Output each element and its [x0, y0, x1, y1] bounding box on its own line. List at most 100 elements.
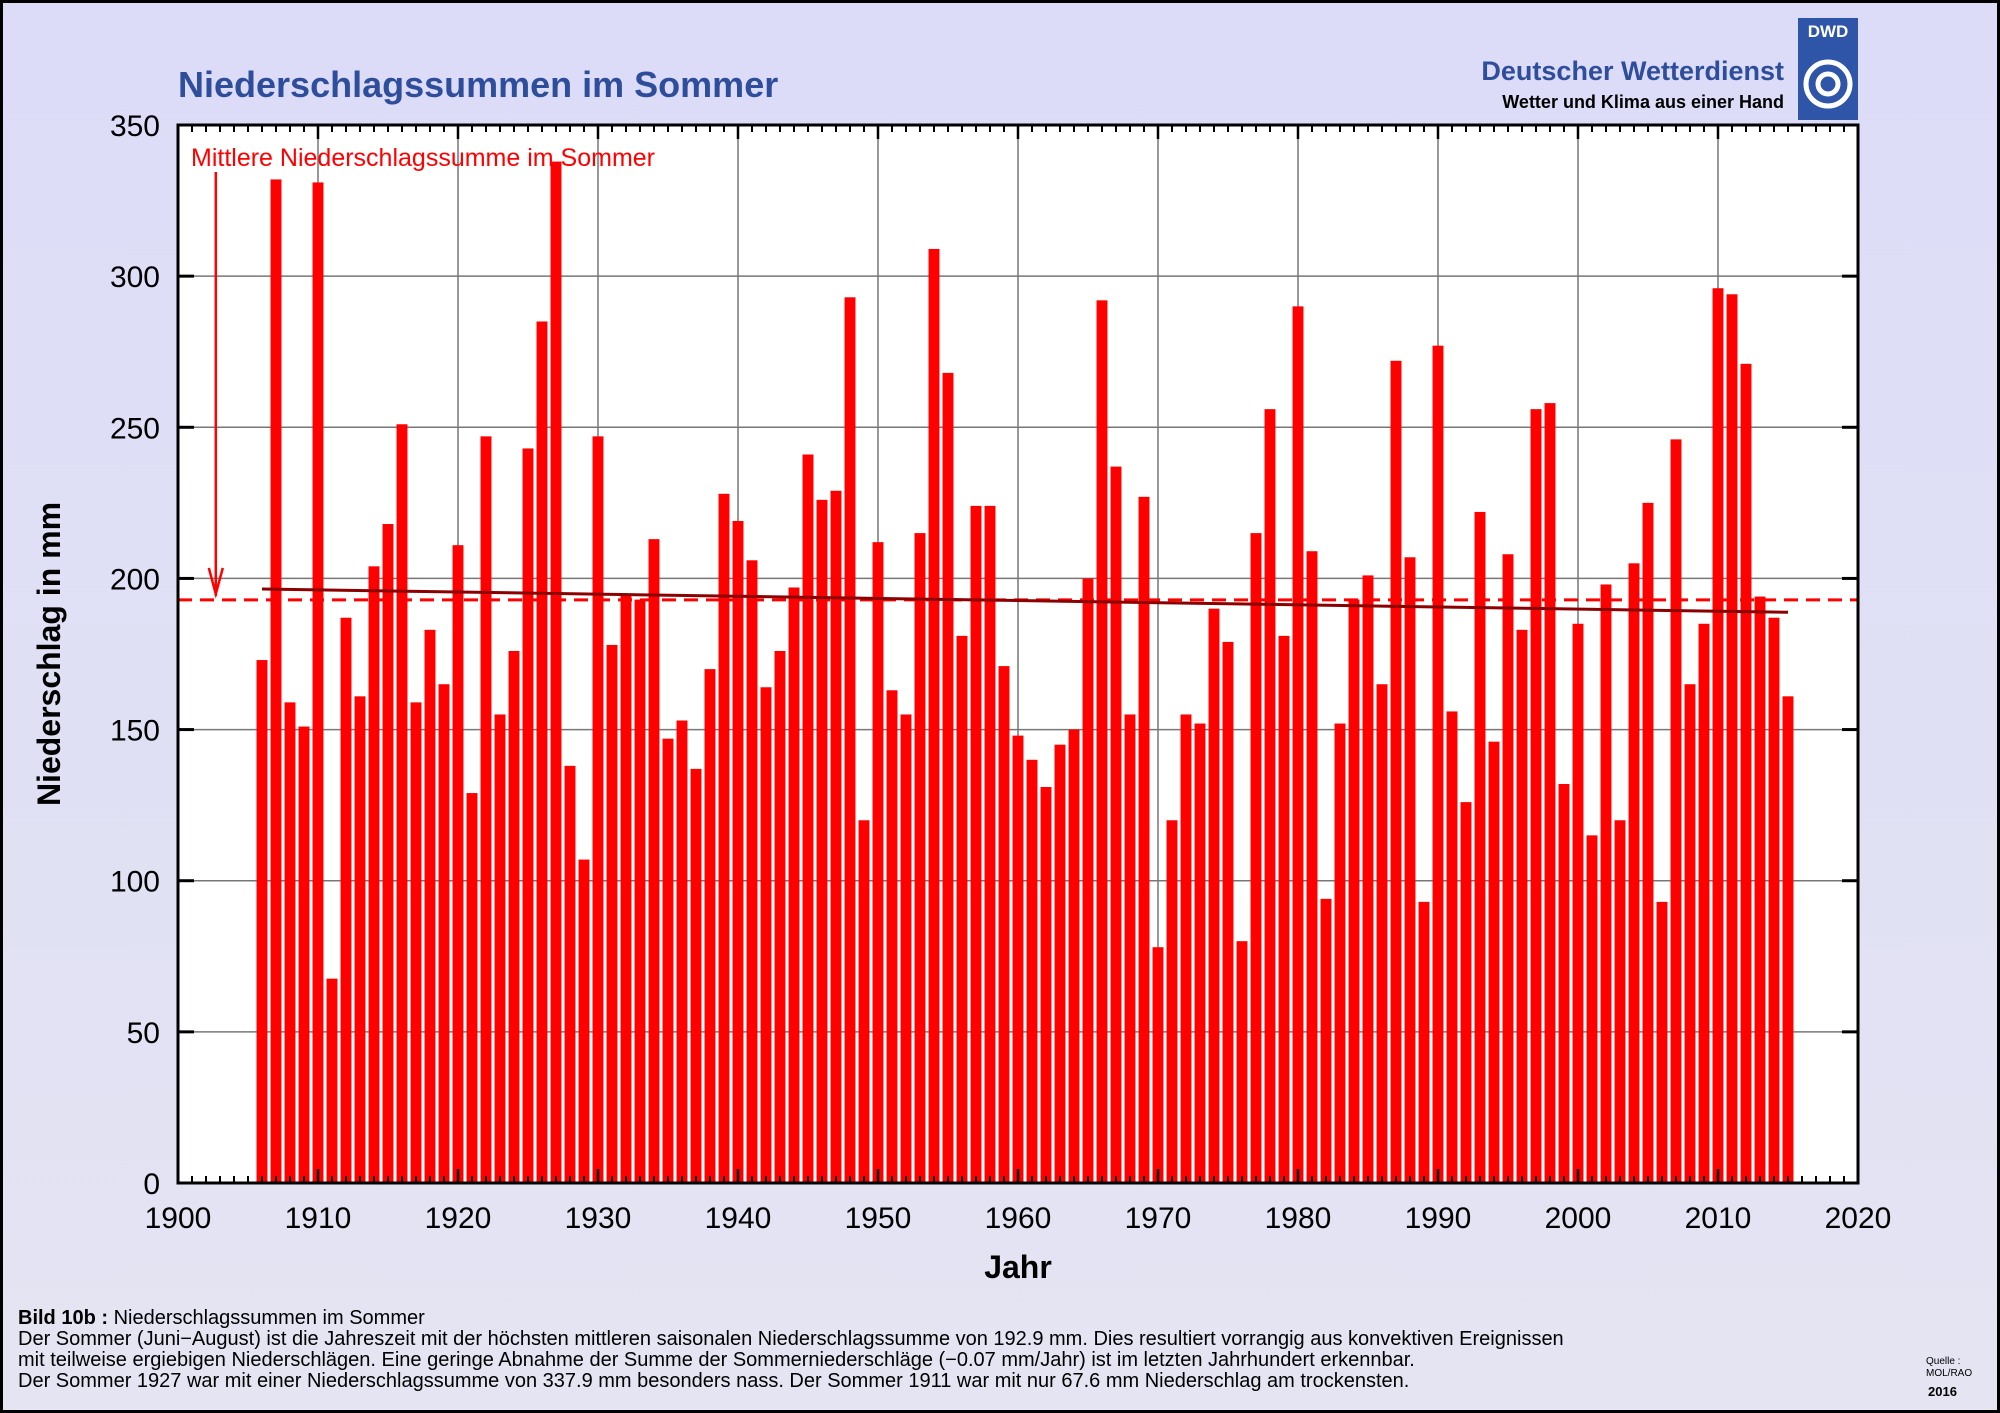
y-tick-label: 350	[110, 110, 160, 143]
bar	[1306, 551, 1318, 1183]
bar	[1432, 345, 1444, 1183]
bar	[1264, 409, 1276, 1183]
bar	[1642, 502, 1654, 1183]
bar	[1670, 439, 1682, 1183]
bar	[1292, 306, 1304, 1183]
bar	[746, 560, 758, 1183]
bar	[536, 321, 548, 1183]
bar	[466, 793, 478, 1183]
bar	[438, 684, 450, 1183]
bar	[1390, 360, 1402, 1184]
bar	[578, 859, 590, 1183]
bar	[844, 297, 856, 1183]
y-tick-label: 200	[110, 563, 160, 596]
chart-title: Niederschlagssummen im Sommer	[178, 64, 779, 105]
bar	[564, 765, 576, 1183]
bar	[970, 505, 982, 1183]
bar	[858, 820, 870, 1183]
x-tick-labels: 1900 1910 1920 1930 1940 1950 1960 1970 1980 1990…	[145, 1202, 1892, 1235]
bar	[298, 726, 310, 1183]
trend-line	[261, 587, 1789, 614]
bar	[662, 738, 674, 1183]
ticks	[176, 123, 1860, 1185]
bar	[816, 499, 828, 1183]
x-tick-label: 1980	[1265, 1202, 1332, 1235]
bar	[1586, 835, 1598, 1183]
bar	[270, 179, 282, 1183]
bar	[1376, 684, 1388, 1183]
bar	[1474, 511, 1486, 1183]
bar	[928, 248, 940, 1184]
bar	[410, 702, 422, 1183]
bar	[606, 644, 618, 1183]
bar	[508, 650, 520, 1183]
bar	[1082, 578, 1094, 1183]
bar	[830, 490, 842, 1183]
bar	[1656, 901, 1668, 1183]
bar	[326, 978, 338, 1183]
bar	[1614, 820, 1626, 1183]
bar	[284, 702, 296, 1183]
bar	[1362, 575, 1374, 1183]
bar	[1712, 288, 1724, 1184]
bar	[424, 629, 436, 1183]
bar	[648, 539, 660, 1183]
bar-chart: Mittlere Niederschlagssumme im Sommer 0 5…	[31, 110, 1892, 1235]
source-value: MOL/RAO	[1926, 1368, 1973, 1379]
bar	[396, 424, 408, 1184]
bar	[1012, 735, 1024, 1183]
bar	[676, 720, 688, 1183]
bar	[1250, 533, 1262, 1183]
bar	[1096, 300, 1108, 1184]
bar	[494, 714, 506, 1183]
bar	[340, 617, 352, 1183]
bar	[1320, 898, 1332, 1183]
bar	[1782, 696, 1794, 1183]
bar	[802, 454, 814, 1183]
bar	[368, 566, 380, 1183]
bar	[1404, 557, 1416, 1183]
bar	[1516, 629, 1528, 1183]
x-tick-label: 1960	[985, 1202, 1052, 1235]
caption: Bild 10b : Niederschlagssummen im Sommer…	[18, 1308, 1918, 1392]
bar	[1222, 641, 1234, 1183]
bar	[1502, 554, 1514, 1183]
source-label: Quelle :	[1926, 1356, 1961, 1367]
bar	[1124, 714, 1136, 1183]
x-tick-label: 2010	[1685, 1202, 1752, 1235]
dwd-logo-text: DWD	[1807, 22, 1849, 41]
bar	[382, 524, 394, 1183]
caption-line: mit teilweise ergiebigen Niederschlägen.…	[18, 1349, 1415, 1371]
bar	[550, 161, 562, 1184]
bar	[354, 696, 366, 1183]
y-tick-label: 250	[110, 412, 160, 445]
y-axis-label: Niederschlag in mm	[31, 502, 67, 806]
bar	[1740, 363, 1752, 1183]
y-tick-labels: 0 50 100 150 200 250 300 350	[110, 110, 160, 1201]
x-tick-label: 1990	[1405, 1202, 1472, 1235]
x-tick-label: 1970	[1125, 1202, 1192, 1235]
bar	[1726, 294, 1738, 1183]
bar	[1180, 714, 1192, 1183]
source: Quelle : MOL/RAO	[1926, 1356, 1972, 1380]
y-tick-label: 300	[110, 261, 160, 294]
source-year: 2016	[1928, 1384, 1957, 1399]
bar	[312, 182, 324, 1184]
x-tick-label: 1940	[705, 1202, 772, 1235]
bar	[774, 650, 786, 1183]
bar	[1194, 723, 1206, 1183]
bar	[900, 714, 912, 1183]
x-tick-label: 1910	[285, 1202, 352, 1235]
bar	[1334, 723, 1346, 1183]
bar	[1208, 608, 1220, 1183]
bar	[1558, 783, 1570, 1183]
bar	[998, 666, 1010, 1183]
bar	[1754, 596, 1766, 1183]
bar	[1446, 711, 1458, 1183]
x-tick-label: 2000	[1545, 1202, 1612, 1235]
bar	[1488, 741, 1500, 1183]
bar	[1460, 802, 1472, 1183]
bar	[718, 493, 730, 1183]
bar	[886, 690, 898, 1183]
x-tick-label: 2020	[1825, 1202, 1892, 1235]
